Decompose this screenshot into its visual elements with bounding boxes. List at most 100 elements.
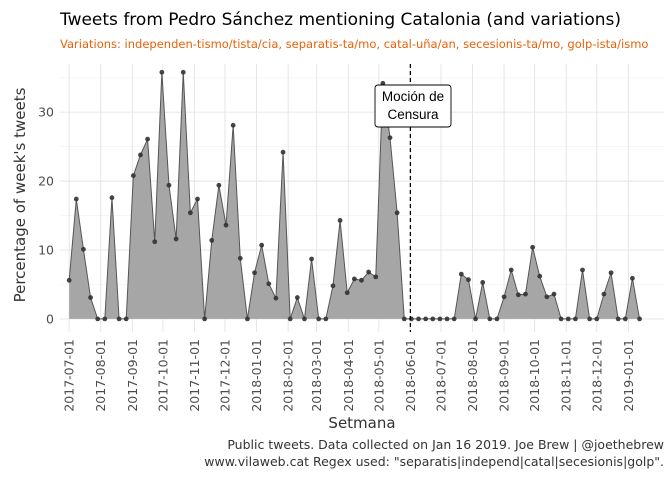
data-point [444,316,450,322]
data-point [159,69,165,75]
data-point [209,237,215,243]
data-point [152,239,158,245]
data-point [316,316,322,322]
data-point [458,271,464,277]
data-point [558,316,564,322]
data-point [487,316,493,322]
y-tick-label: 0 [46,311,54,326]
data-point [266,281,272,287]
y-tick-label: 30 [38,105,54,120]
data-point [380,80,386,86]
chart-title: Tweets from Pedro Sánchez mentioning Cat… [59,10,621,30]
data-point [537,273,543,279]
data-point [252,270,257,276]
data-point [138,152,143,158]
data-point [523,291,528,297]
data-point [401,316,407,322]
data-point [423,316,429,322]
data-points [66,69,642,322]
data-point [615,316,621,322]
data-point [123,316,129,322]
data-point [116,316,122,322]
x-tick-label: 2017-10-01 [155,339,170,412]
x-tick-label: 2017-08-01 [93,339,108,412]
data-point [637,316,642,322]
x-tick-label: 2018-03-01 [309,339,324,412]
area-fill [69,72,640,319]
data-point [601,291,607,297]
x-tick-label: 2017-12-01 [218,339,233,412]
data-point [344,290,350,296]
data-point [102,316,108,322]
data-point [173,236,179,242]
data-point [515,292,521,298]
data-point [466,277,471,283]
data-point [145,136,151,142]
data-point [95,316,101,322]
x-axis-title: Setmana [328,414,395,432]
data-point [180,69,186,75]
data-point [409,316,414,322]
x-tick-label: 2018-11-01 [559,339,574,412]
data-point [323,316,329,322]
data-point [216,182,222,188]
data-point [622,316,628,322]
data-point [480,280,486,285]
x-tick-label: 2018-05-01 [371,339,386,412]
data-point [237,255,243,261]
annotation-label: Censura [387,107,439,122]
x-tick-label: 2017-07-01 [62,339,77,412]
data-point [594,316,600,322]
x-tick-label: 2018-01-01 [249,339,264,412]
x-tick-label: 2019-01-01 [621,339,636,412]
data-point [387,135,393,141]
data-point [330,283,336,289]
data-point [501,294,507,300]
data-point [572,316,578,322]
data-point [565,316,571,322]
data-point [187,210,193,216]
data-point [359,277,364,283]
data-point [580,267,585,273]
y-tick-label: 20 [38,174,54,189]
data-point [394,210,400,216]
data-point [245,316,250,322]
data-point [530,244,536,250]
data-point [223,222,229,228]
y-axis-ticks: 0 10 20 30 [38,105,54,327]
data-point [302,316,307,322]
data-point [587,316,593,322]
data-point [280,149,286,155]
data-point [88,295,93,300]
x-tick-label: 2018-07-01 [433,339,448,412]
x-tick-label: 2018-08-01 [465,339,480,412]
data-point [287,316,293,322]
data-point [294,295,300,300]
y-axis-title: Percentage of week's tweets [11,87,29,302]
x-tick-label: 2018-10-01 [527,339,542,412]
x-tick-label: 2017-11-01 [187,339,202,412]
data-point [416,316,421,322]
caption-line-1: Public tweets. Data collected on Jan 16 … [227,437,664,452]
data-point [309,256,314,262]
data-point [273,295,279,301]
data-point [66,277,72,283]
chart-subtitle: Variations: independen-tismo/tista/cia, … [60,37,648,51]
data-point [81,246,86,252]
data-point [259,242,265,248]
data-point [166,182,172,188]
data-point [437,316,443,322]
data-point [202,316,208,322]
x-tick-label: 2018-12-01 [589,339,604,412]
data-point [551,291,557,297]
caption-line-2: www.vilaweb.cat Regex used: "separatis|i… [204,454,664,469]
data-point [351,276,357,282]
x-tick-label: 2018-02-01 [281,339,296,412]
x-tick-label: 2018-09-01 [497,339,512,412]
data-point [195,196,200,202]
x-tick-label: 2018-06-01 [403,339,418,412]
data-point [109,195,115,201]
data-point [630,275,635,281]
area-layer [68,72,641,320]
